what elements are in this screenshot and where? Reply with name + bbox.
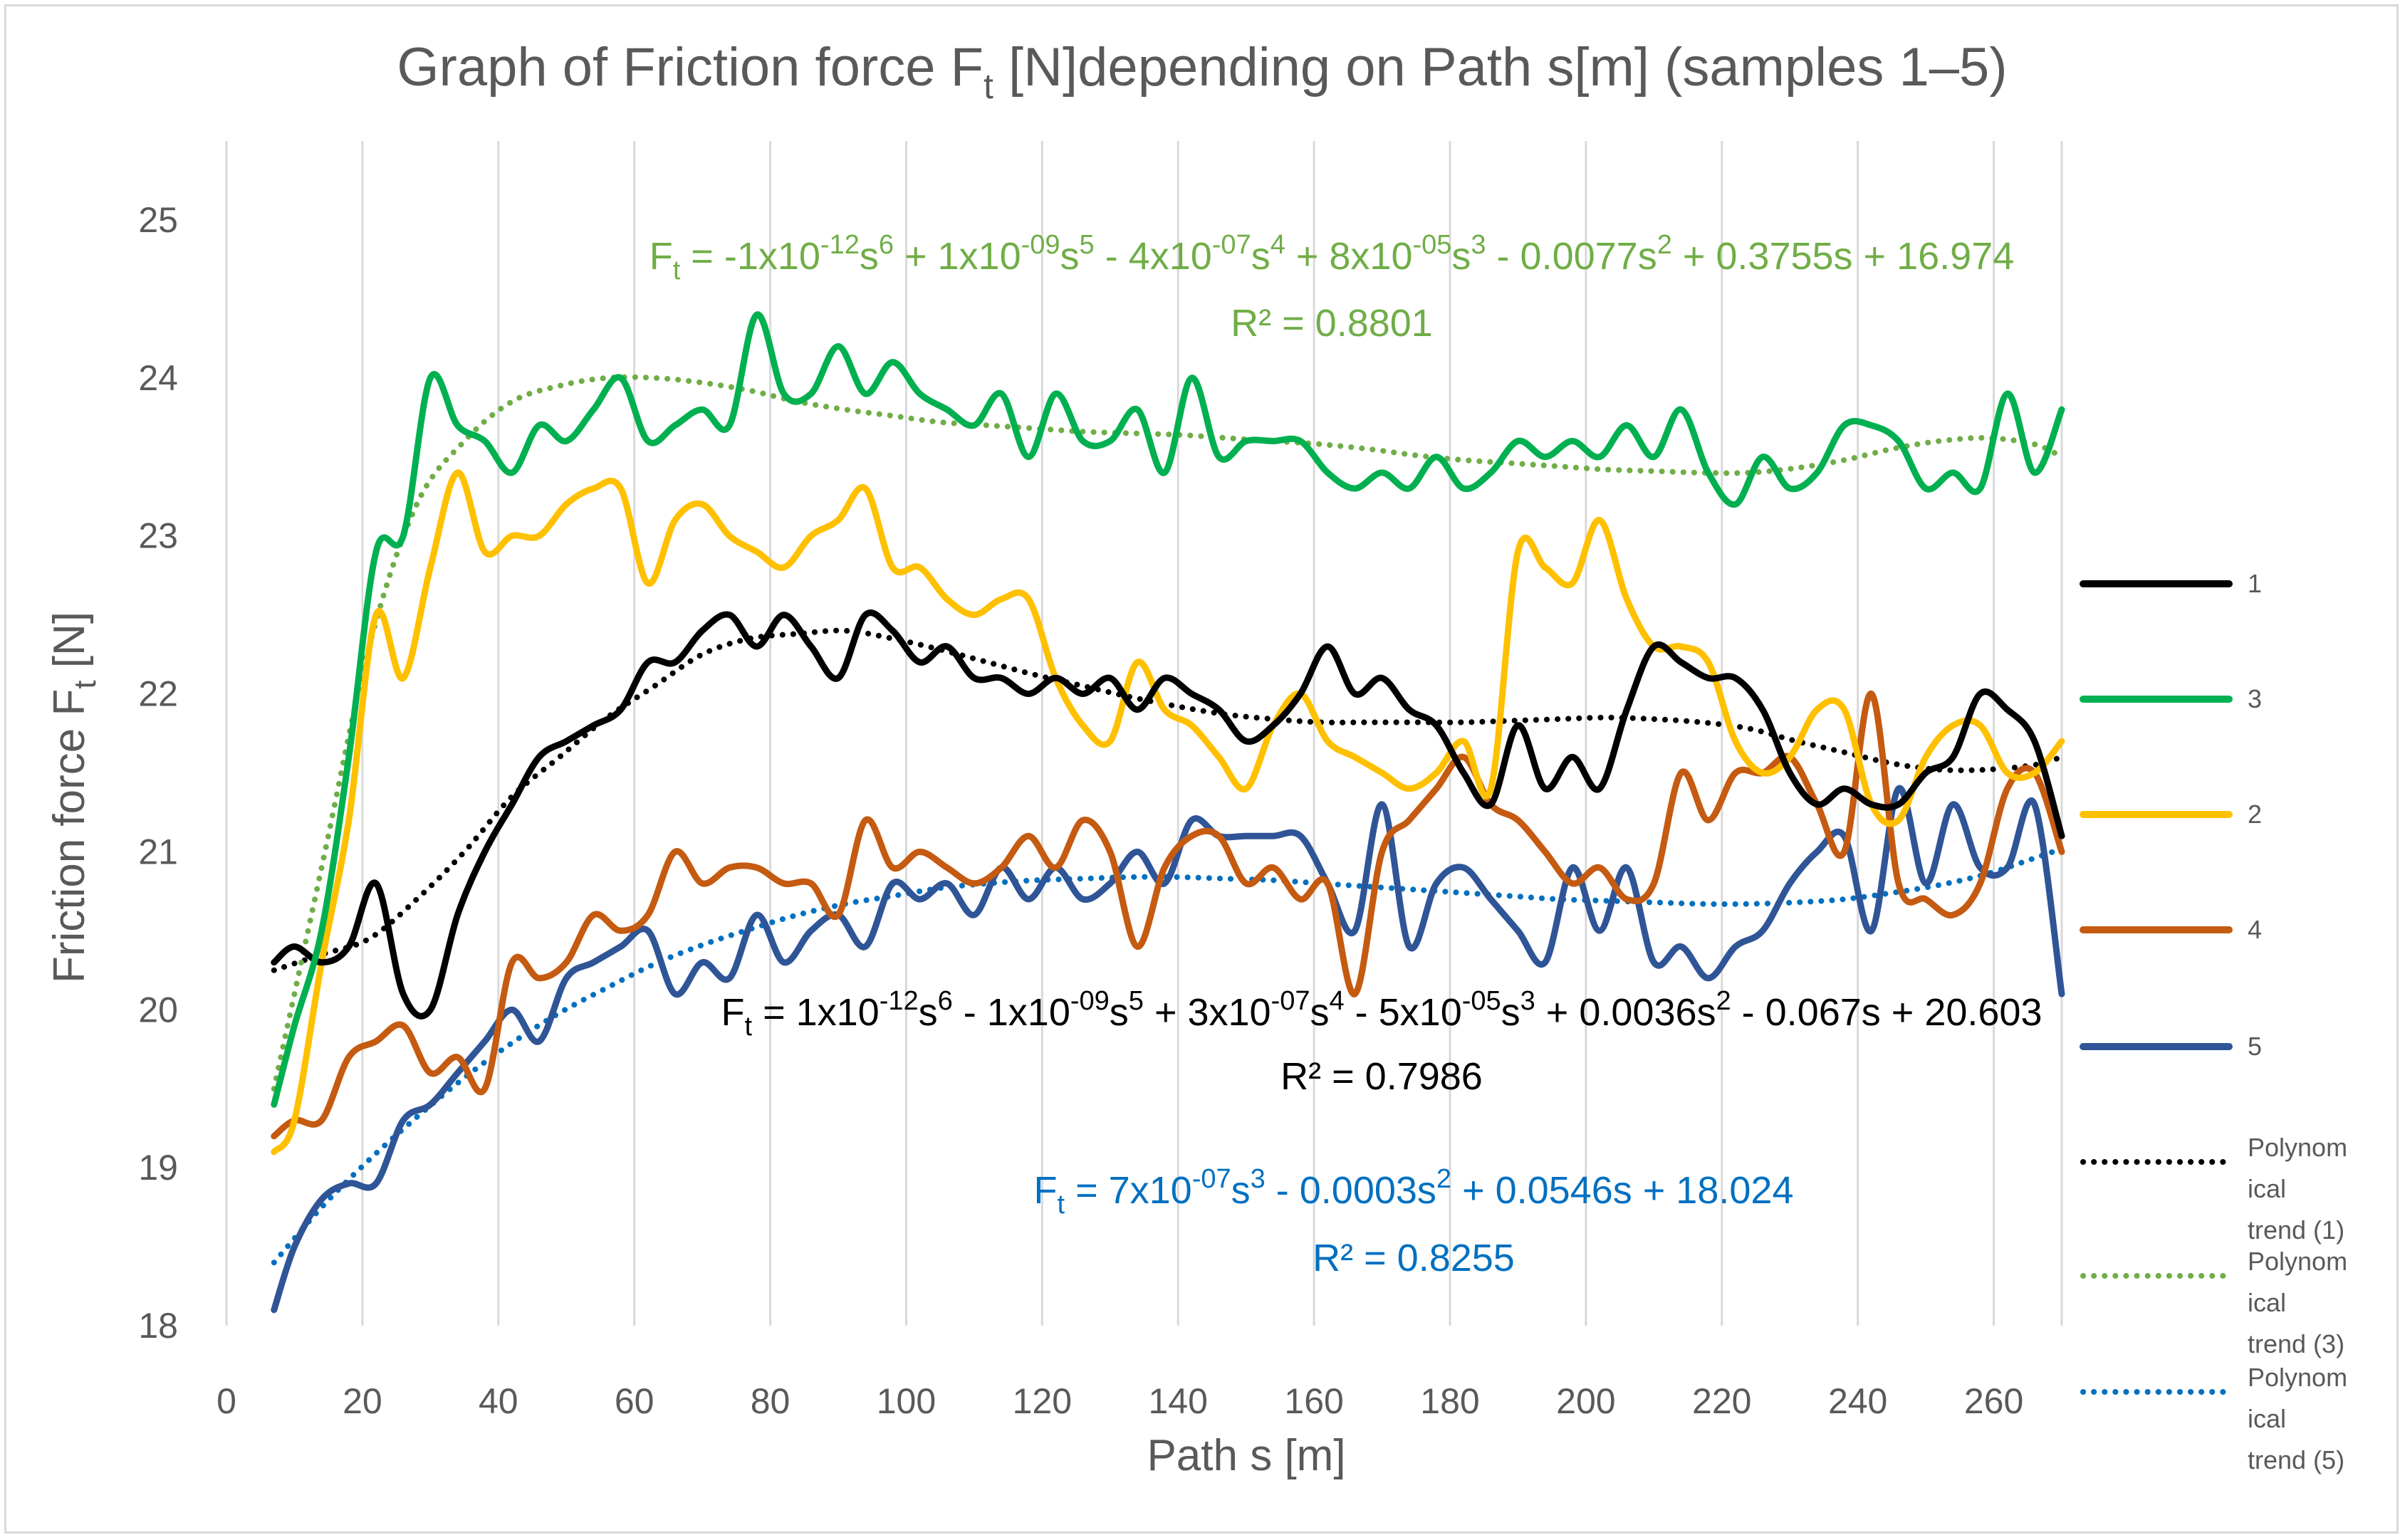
y-tick-label: 21 (138, 832, 178, 871)
equation-eq5: Ft = 7x10-07s3 - 0.0003s2 + 0.0546s + 18… (1034, 1164, 1794, 1220)
y-axis-title: Friction force Ft [N] (45, 612, 103, 983)
legend-label: Polynom (2248, 1363, 2347, 1392)
y-tick-label: 23 (138, 516, 178, 556)
legend-label: trend (3) (2248, 1329, 2344, 1358)
x-axis-title: Path s [m] (1147, 1431, 1345, 1480)
legend-label: 2 (2248, 800, 2262, 829)
legend-label: trend (5) (2248, 1445, 2344, 1474)
y-tick-label: 22 (138, 674, 178, 714)
legend-label: 3 (2248, 684, 2262, 713)
x-tick-label: 0 (216, 1381, 236, 1421)
series-line-2 (271, 469, 2065, 1156)
legend-label: ical (2248, 1288, 2286, 1317)
x-tick-label: 120 (1013, 1381, 1072, 1421)
x-tick-label: 260 (1964, 1381, 2023, 1421)
y-tick-label: 25 (138, 200, 178, 240)
series-line-3 (271, 311, 2065, 1108)
chart-frame (4, 4, 2399, 1534)
x-tick-label: 220 (1692, 1381, 1751, 1421)
y-tick-label: 20 (138, 990, 178, 1030)
legend-label: ical (2248, 1174, 2286, 1203)
trendline-1 (271, 627, 2065, 973)
gridlines (225, 141, 2063, 1326)
x-tick-label: 80 (751, 1381, 791, 1421)
x-tick-label: 140 (1149, 1381, 1208, 1421)
y-tick-labels: 18 19 20 21 22 23 24 25 (138, 200, 178, 1346)
series-line-5 (271, 785, 2065, 1314)
series-line-1 (271, 609, 2065, 1020)
equation-eq3: Ft = -1x10-12s6 + 1x10-09s5 - 4x10-07s4 … (649, 230, 2015, 286)
legend-label: Polynom (2248, 1247, 2347, 1276)
series-line-4 (271, 690, 2065, 1140)
x-tick-label: 180 (1420, 1381, 1479, 1421)
equation-eq1: Ft = 1x10-12s6 - 1x10-09s5 + 3x10-07s4 -… (721, 986, 2043, 1042)
y-tick-label: 24 (138, 358, 178, 398)
r-squared-eq1: R² = 0.7986 (1280, 1055, 1483, 1098)
x-tick-label: 240 (1828, 1381, 1887, 1421)
y-tick-label: 18 (138, 1306, 178, 1346)
trendline-3 (271, 846, 2065, 1266)
trendline-2 (271, 374, 2065, 1092)
x-tick-label: 160 (1284, 1381, 1343, 1421)
legend-label: ical (2248, 1404, 2286, 1433)
x-tick-label: 100 (877, 1381, 936, 1421)
x-tick-label: 40 (479, 1381, 518, 1421)
x-tick-labels: 0 20 40 60 80 100 120 140 160 180 200 220 240 260 (216, 1381, 2023, 1421)
series-lines (271, 311, 2065, 1314)
legend-label: Polynom (2248, 1133, 2347, 1162)
legend-label: trend (1) (2248, 1215, 2344, 1245)
x-tick-label: 60 (615, 1381, 654, 1421)
trend-equations: Ft = -1x10-12s6 + 1x10-09s5 - 4x10-07s4 … (649, 230, 2043, 1279)
legend-label: 5 (2248, 1032, 2262, 1061)
x-tick-label: 200 (1556, 1381, 1615, 1421)
chart-title: Graph of Friction force Ft [N]depending … (397, 37, 2007, 106)
legend-label: 4 (2248, 915, 2262, 944)
y-tick-label: 19 (138, 1148, 178, 1188)
legend-label: 1 (2248, 569, 2262, 598)
r-squared-eq5: R² = 0.8255 (1313, 1237, 1515, 1279)
r-squared-eq3: R² = 0.8801 (1231, 302, 1433, 345)
x-tick-label: 20 (343, 1381, 382, 1421)
